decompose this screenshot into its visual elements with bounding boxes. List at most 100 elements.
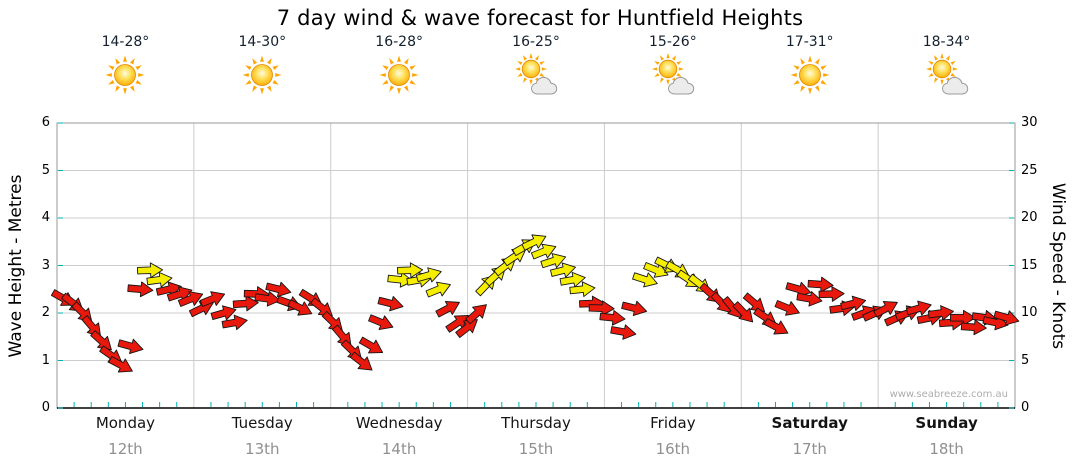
day-summary: 14-30°: [194, 34, 331, 97]
day-date-label: 13th: [245, 440, 280, 458]
day-temp-range: 18-34°: [922, 34, 971, 50]
wind-arrow: [873, 301, 898, 318]
wave-height-tick-label: 6: [41, 115, 50, 130]
wind-arrow: [621, 300, 648, 317]
day-date-label: 16th: [655, 440, 691, 458]
wind-arrow: [732, 301, 754, 323]
wind-arrow: [643, 262, 669, 278]
sunny-icon: [239, 53, 285, 97]
day-summary: 16-25°: [468, 34, 605, 97]
day-name-label: Monday: [95, 414, 156, 432]
wind-arrow: [455, 319, 478, 338]
wind-arrow: [950, 309, 976, 326]
wind-arrow: [632, 272, 658, 288]
wind-arrow: [108, 356, 133, 373]
day-date-label: 18th: [929, 440, 964, 458]
wind-arrow: [117, 338, 144, 354]
wind-arrow: [137, 262, 164, 279]
day-temp-range: 16-28°: [375, 34, 423, 50]
wind-arrow: [397, 262, 424, 279]
wind-arrow: [927, 305, 954, 321]
wind-arrow: [265, 281, 292, 298]
wind-arrow: [840, 295, 867, 312]
day-summary: 17-31°: [741, 34, 878, 97]
wind-arrow: [387, 271, 414, 288]
wind-arrow: [254, 291, 281, 307]
wind-arrow: [368, 314, 394, 330]
wave-height-tick-label: 2: [41, 305, 50, 320]
wind-arrow: [559, 271, 586, 288]
wind-speed-tick-label: 20: [1021, 210, 1038, 225]
wind-arrow: [127, 281, 154, 298]
day-date-label: 15th: [518, 440, 554, 458]
wind-arrow: [549, 262, 576, 278]
day-name-label: Wednesday: [355, 414, 443, 432]
wind-arrow: [465, 304, 487, 325]
wind-arrow: [221, 314, 248, 331]
day-date-label: 14th: [381, 440, 417, 458]
wind-speed-tick-label: 10: [1021, 305, 1038, 320]
day-temp-range: 14-28°: [101, 34, 150, 50]
day-date-label: 17th: [792, 440, 827, 458]
wave-height-tick-label: 0: [41, 400, 50, 415]
day-name-label: Thursday: [501, 414, 571, 432]
partly-cloudy-icon: [650, 53, 696, 97]
wind-arrow: [960, 319, 987, 336]
right-axis-title: Wind Speed - Knots: [1048, 182, 1068, 350]
wind-arrow: [349, 351, 373, 371]
wave-height-tick-label: 4: [41, 210, 50, 225]
wind-arrow: [210, 305, 237, 321]
wind-arrow: [796, 291, 823, 307]
day-name-label: Saturday: [771, 414, 848, 432]
wind-arrow: [993, 310, 1020, 326]
day-summary: 18-34°: [878, 34, 1015, 97]
wind-arrow: [358, 336, 384, 354]
wind-arrow: [763, 318, 789, 335]
sunny-icon: [102, 53, 148, 97]
wave-height-tick-label: 1: [41, 352, 50, 368]
sunny-icon: [787, 53, 833, 97]
wind-arrow: [146, 271, 173, 288]
daily-summary-row: 14-28° 14-30° 16-28° 16-25° 15-26° 17-31° 18-3…: [57, 34, 1015, 97]
day-temp-range: 14-30°: [238, 34, 287, 50]
wind-arrow: [818, 286, 845, 302]
wind-arrow: [530, 243, 557, 260]
wind-arrow: [807, 276, 834, 293]
wind-arrow: [569, 281, 596, 298]
day-name-label: Tuesday: [231, 414, 293, 432]
wind-arrow: [774, 300, 800, 316]
day-temp-range: 16-25°: [512, 34, 560, 50]
wave-height-tick-label: 5: [41, 162, 50, 178]
day-summary: 15-26°: [604, 34, 741, 97]
wave-height-tick-label: 3: [41, 257, 50, 273]
wind-arrow: [599, 309, 626, 326]
wind-arrow: [199, 291, 226, 307]
wind-arrow: [377, 295, 404, 312]
day-name-label: Sunday: [915, 414, 978, 432]
wind-arrow: [188, 300, 214, 318]
wind-arrow: [435, 301, 460, 318]
wind-arrow: [588, 300, 615, 317]
partly-cloudy-icon: [513, 53, 559, 97]
wind-arrow: [287, 299, 313, 316]
wind-arrow: [415, 267, 442, 283]
wind-arrow: [521, 234, 547, 251]
wind-speed-tick-label: 15: [1021, 257, 1038, 273]
wind-arrow: [610, 324, 637, 340]
day-temp-range: 15-26°: [649, 34, 697, 50]
day-summary: 16-28°: [331, 34, 468, 97]
wind-arrow: [232, 295, 259, 312]
wind-speed-tick-label: 25: [1021, 162, 1038, 178]
wind-speed-tick-label: 0: [1021, 400, 1030, 415]
wind-arrow: [425, 281, 451, 298]
partly-cloudy-icon: [924, 53, 970, 97]
day-name-label: Friday: [650, 414, 696, 432]
wind-arrow: [166, 286, 193, 302]
wind-speed-tick-label: 5: [1021, 352, 1030, 368]
watermark: www.seabreeze.com.au: [889, 389, 1008, 400]
wind-arrow: [540, 253, 567, 269]
chart-title: 7 day wind & wave forecast for Huntfield…: [276, 6, 804, 30]
day-summary: 14-28°: [57, 34, 194, 97]
